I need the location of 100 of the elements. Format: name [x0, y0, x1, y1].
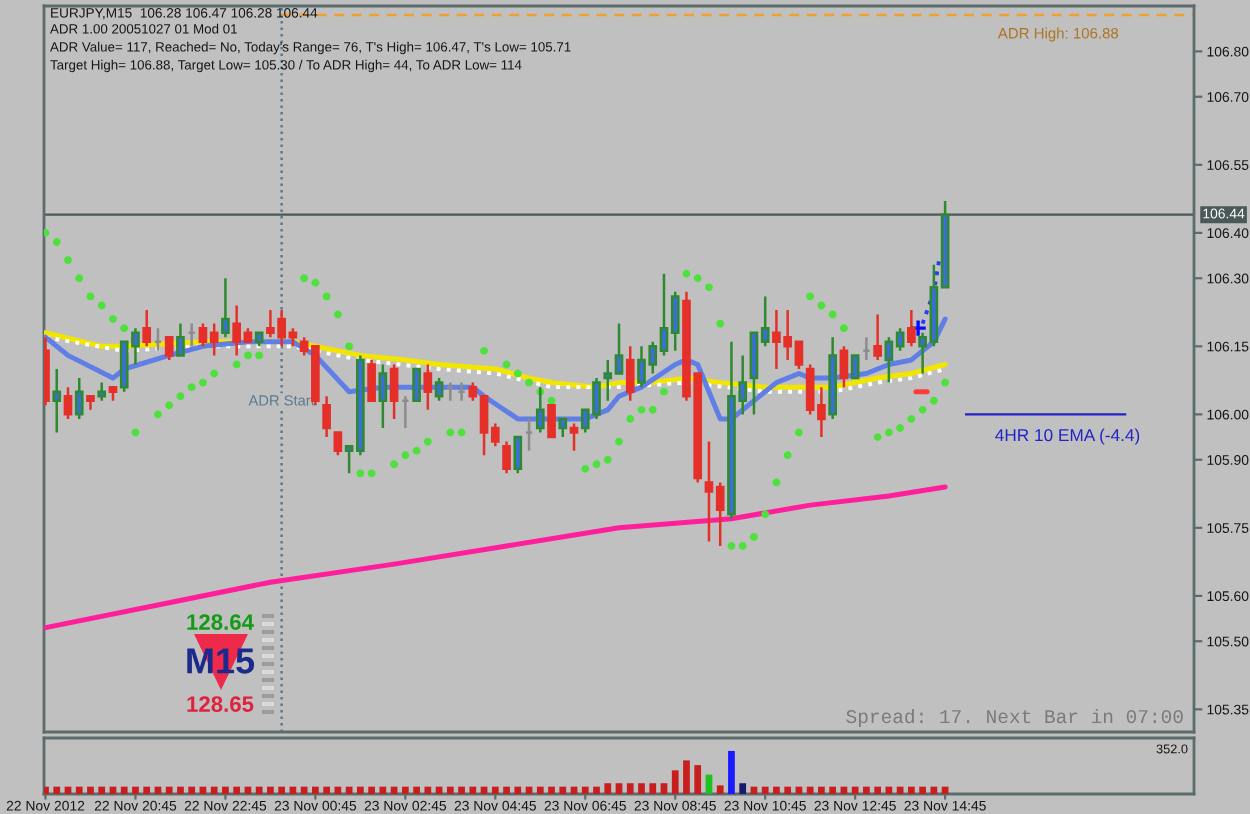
- candlestick: [828, 335, 837, 421]
- candlestick: [434, 376, 444, 403]
- bar: [469, 786, 477, 794]
- candlestick: [839, 345, 849, 389]
- bar: [278, 786, 286, 794]
- bar: [44, 786, 49, 794]
- bar: [728, 750, 735, 794]
- candlestick: [502, 440, 511, 475]
- bar: [53, 786, 61, 794]
- candlestick: [401, 394, 410, 430]
- bar: [716, 785, 724, 794]
- bar: [660, 783, 668, 794]
- candlestick: [176, 322, 185, 357]
- bar: [615, 783, 623, 794]
- bar: [356, 786, 364, 794]
- annotation: 128.65: [187, 696, 254, 712]
- bar: [401, 786, 409, 794]
- bar: [267, 786, 274, 794]
- bar: [491, 786, 499, 794]
- candlestick: [164, 335, 174, 362]
- annotation: 128.64: [187, 614, 254, 630]
- candlestick: [569, 422, 579, 452]
- candlestick: [254, 331, 264, 348]
- candlestick: [333, 431, 343, 457]
- bar: [784, 786, 792, 794]
- ref-line-label: 4HR 10 EMA (-4.4): [995, 428, 1140, 445]
- bar: [626, 783, 634, 794]
- bar: [446, 786, 454, 794]
- candlestick: [625, 345, 635, 403]
- bar: [368, 786, 375, 794]
- candlestick: [86, 394, 95, 412]
- bar: [233, 786, 241, 794]
- bar: [851, 786, 859, 794]
- bar: [120, 786, 128, 794]
- bar: [919, 786, 926, 794]
- bar: [694, 765, 702, 794]
- candlestick: [52, 367, 62, 434]
- bar: [503, 786, 510, 794]
- bar: [908, 786, 915, 794]
- candlestick: [108, 385, 118, 403]
- bar: [143, 786, 151, 794]
- candlestick: [558, 417, 568, 439]
- bar: [593, 786, 600, 794]
- candlestick: [547, 404, 556, 439]
- bar: [514, 786, 522, 794]
- bar: [424, 786, 432, 794]
- bar: [177, 786, 184, 794]
- bar: [806, 786, 814, 794]
- bar: [132, 786, 139, 794]
- candlestick: [862, 335, 871, 362]
- bar: [548, 786, 555, 794]
- bar: [761, 786, 769, 794]
- bar: [98, 786, 106, 794]
- bar: [773, 786, 780, 794]
- bar: [323, 786, 330, 794]
- bar: [896, 786, 904, 794]
- bar: [75, 786, 83, 794]
- candlestick: [389, 363, 399, 421]
- bar: [930, 786, 938, 794]
- candlestick: [412, 367, 421, 403]
- candlestick: [850, 354, 860, 380]
- bar: [739, 783, 747, 794]
- bar: [638, 783, 645, 794]
- bar: [413, 786, 420, 794]
- candlestick: [142, 308, 152, 348]
- candlestick: [97, 381, 107, 403]
- bar: [829, 786, 837, 794]
- bar: [379, 786, 387, 794]
- bar: [604, 783, 612, 794]
- line-series: [44, 484, 948, 631]
- bar: [334, 786, 342, 794]
- bar: [536, 786, 544, 794]
- bar: [683, 760, 690, 794]
- candlestick: [423, 363, 433, 412]
- bar: [165, 786, 173, 794]
- bar: [300, 786, 308, 794]
- candlestick: [873, 313, 882, 362]
- candlestick: [322, 394, 331, 439]
- bar: [222, 786, 229, 794]
- bar: [671, 770, 679, 794]
- bar: [188, 786, 196, 794]
- candlestick: [907, 308, 916, 348]
- candlestick: [367, 358, 376, 403]
- bar: [863, 786, 870, 794]
- bar: [649, 783, 657, 794]
- candlestick: [457, 381, 466, 403]
- candlestick: [74, 376, 84, 421]
- bar: [818, 786, 825, 794]
- candlestick: [513, 435, 523, 475]
- candlestick: [187, 322, 197, 348]
- bar: [312, 786, 319, 794]
- bar: [559, 786, 567, 794]
- candlestick: [524, 417, 534, 452]
- bar: [581, 786, 589, 794]
- annotation: Spread: 17. Next Bar in 07:00: [846, 708, 1183, 728]
- bar: [874, 786, 882, 794]
- candlestick: [63, 385, 73, 421]
- candlestick: [221, 277, 230, 339]
- bar: [210, 786, 218, 794]
- candlestick: [153, 326, 163, 353]
